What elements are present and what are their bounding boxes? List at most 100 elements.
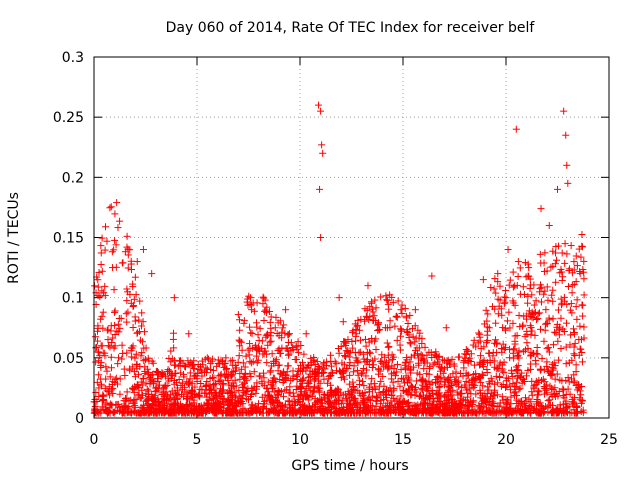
data-point bbox=[230, 388, 238, 396]
data-point bbox=[254, 346, 262, 354]
data-point bbox=[260, 294, 268, 302]
data-point bbox=[365, 394, 373, 402]
data-point bbox=[521, 394, 529, 402]
data-point bbox=[440, 406, 448, 414]
data-point bbox=[260, 400, 268, 408]
data-point bbox=[526, 275, 534, 283]
data-point bbox=[243, 376, 251, 384]
data-point bbox=[427, 349, 435, 357]
data-point bbox=[515, 402, 523, 410]
data-point bbox=[432, 376, 440, 384]
data-point bbox=[359, 369, 367, 377]
data-point bbox=[279, 324, 287, 332]
data-point bbox=[492, 289, 500, 297]
x-tick-label: 15 bbox=[394, 432, 412, 448]
data-point bbox=[533, 343, 541, 351]
data-point bbox=[209, 394, 217, 402]
data-point bbox=[537, 298, 545, 306]
data-point bbox=[544, 367, 552, 375]
data-point bbox=[263, 350, 271, 358]
data-point bbox=[563, 250, 571, 258]
data-point bbox=[513, 331, 521, 339]
data-point bbox=[91, 402, 99, 410]
data-point bbox=[348, 338, 356, 345]
data-point bbox=[404, 378, 412, 386]
data-point bbox=[510, 346, 518, 354]
data-point bbox=[372, 393, 380, 401]
data-point bbox=[369, 386, 377, 394]
data-point bbox=[475, 403, 483, 411]
data-point bbox=[198, 406, 206, 414]
data-point bbox=[318, 141, 326, 149]
data-point bbox=[563, 319, 571, 327]
data-point bbox=[254, 356, 262, 364]
data-point bbox=[246, 323, 254, 331]
data-point bbox=[126, 366, 134, 374]
data-point bbox=[540, 337, 548, 345]
data-point bbox=[387, 375, 395, 383]
data-point bbox=[200, 401, 208, 409]
data-point bbox=[524, 344, 532, 352]
data-point bbox=[398, 301, 406, 309]
data-point bbox=[160, 392, 168, 400]
data-point bbox=[329, 369, 337, 377]
data-point bbox=[485, 386, 493, 394]
data-point bbox=[548, 370, 556, 378]
data-point bbox=[300, 395, 308, 403]
data-point bbox=[129, 323, 137, 331]
data-point bbox=[543, 358, 551, 366]
data-point bbox=[411, 407, 419, 415]
data-point bbox=[320, 390, 328, 398]
data-point bbox=[483, 366, 491, 374]
data-point bbox=[129, 303, 137, 311]
data-point bbox=[162, 396, 170, 404]
data-point bbox=[94, 327, 102, 335]
data-point bbox=[487, 374, 495, 382]
data-point bbox=[131, 273, 139, 281]
data-point bbox=[418, 394, 426, 402]
data-points bbox=[90, 101, 588, 417]
data-point bbox=[103, 407, 111, 415]
data-point bbox=[384, 300, 392, 308]
data-point bbox=[176, 357, 184, 365]
data-point bbox=[475, 401, 483, 409]
data-point bbox=[114, 360, 122, 368]
data-point bbox=[265, 408, 273, 416]
data-point bbox=[477, 352, 485, 360]
data-point bbox=[570, 350, 578, 358]
data-point bbox=[272, 356, 280, 364]
data-point bbox=[521, 399, 529, 407]
data-point bbox=[362, 372, 370, 380]
data-point bbox=[549, 286, 557, 294]
data-point bbox=[488, 402, 496, 410]
data-point bbox=[578, 230, 586, 238]
data-point bbox=[506, 324, 514, 332]
data-point bbox=[449, 409, 457, 417]
data-point bbox=[198, 357, 206, 365]
data-point bbox=[238, 346, 246, 354]
data-point bbox=[509, 283, 517, 291]
data-point bbox=[516, 408, 524, 416]
data-point bbox=[245, 292, 253, 300]
data-point bbox=[492, 336, 500, 344]
data-point bbox=[572, 361, 580, 369]
data-point bbox=[475, 329, 483, 337]
data-point bbox=[101, 282, 109, 290]
data-point bbox=[115, 354, 123, 362]
data-point bbox=[267, 332, 275, 340]
data-point bbox=[382, 394, 390, 402]
data-point bbox=[436, 382, 444, 390]
data-point bbox=[248, 329, 256, 337]
data-point bbox=[235, 386, 243, 394]
data-point bbox=[451, 376, 459, 384]
data-point bbox=[299, 359, 307, 367]
data-point bbox=[514, 272, 522, 280]
data-point bbox=[375, 326, 383, 334]
data-point bbox=[377, 391, 385, 399]
data-point bbox=[301, 402, 309, 410]
data-point bbox=[311, 360, 319, 368]
data-point bbox=[412, 377, 420, 385]
data-point bbox=[239, 359, 247, 367]
data-point bbox=[95, 268, 103, 276]
data-point bbox=[466, 385, 474, 393]
